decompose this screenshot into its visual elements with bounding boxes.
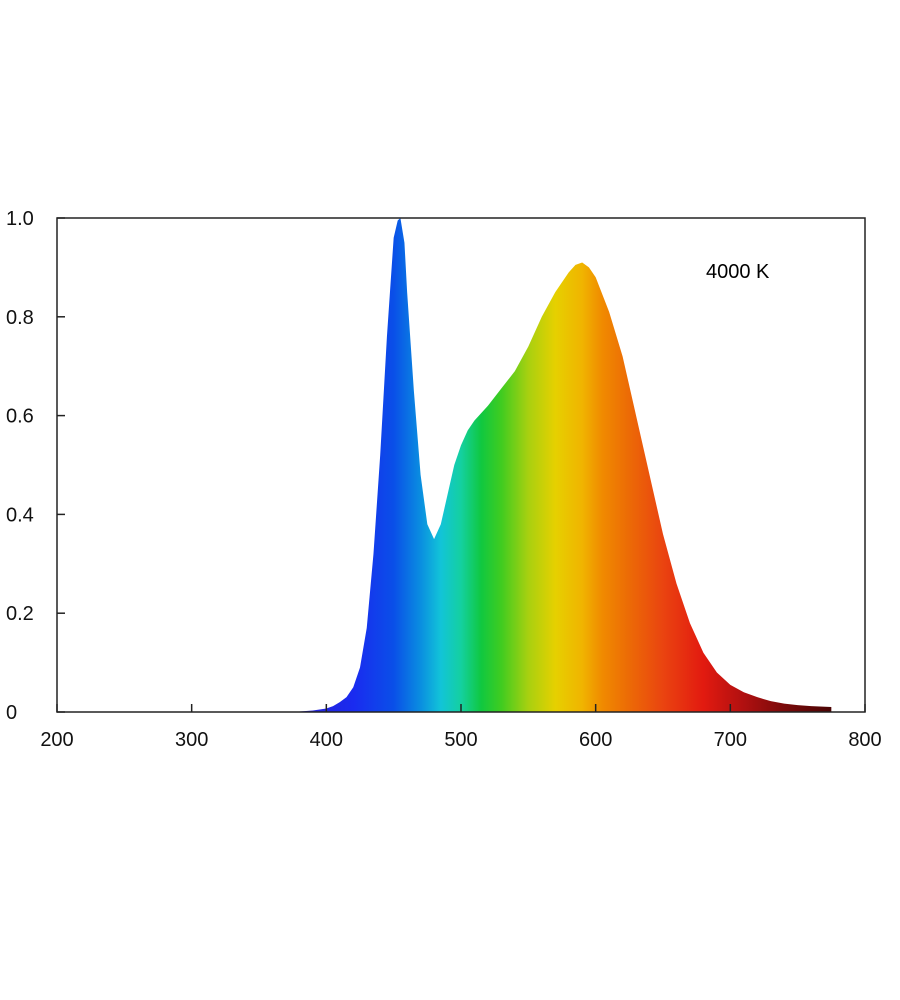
x-tick-label: 600 xyxy=(579,729,612,751)
x-tick-label: 700 xyxy=(714,729,747,751)
spectrum-area xyxy=(292,218,832,712)
x-tick-label: 400 xyxy=(310,729,343,751)
y-tick-label: 0.6 xyxy=(6,406,34,428)
y-tick-label: 1.0 xyxy=(6,208,34,230)
x-tick-label: 200 xyxy=(40,729,73,751)
y-tick-label: 0.8 xyxy=(6,307,34,329)
x-tick-label: 500 xyxy=(444,729,477,751)
y-tick-label: 0.4 xyxy=(6,504,34,526)
x-tick-label: 800 xyxy=(848,729,881,751)
annotation-label: 4000 K xyxy=(706,261,770,283)
y-tick-label: 0 xyxy=(6,702,17,724)
x-tick-label: 300 xyxy=(175,729,208,751)
y-axis: 0 0.2 0.4 0.6 0.8 1.0 xyxy=(6,208,65,724)
x-axis: 200 300 400 500 600 700 800 xyxy=(40,704,882,751)
plot-area xyxy=(56,217,866,713)
y-tick-label: 0.2 xyxy=(6,603,34,625)
